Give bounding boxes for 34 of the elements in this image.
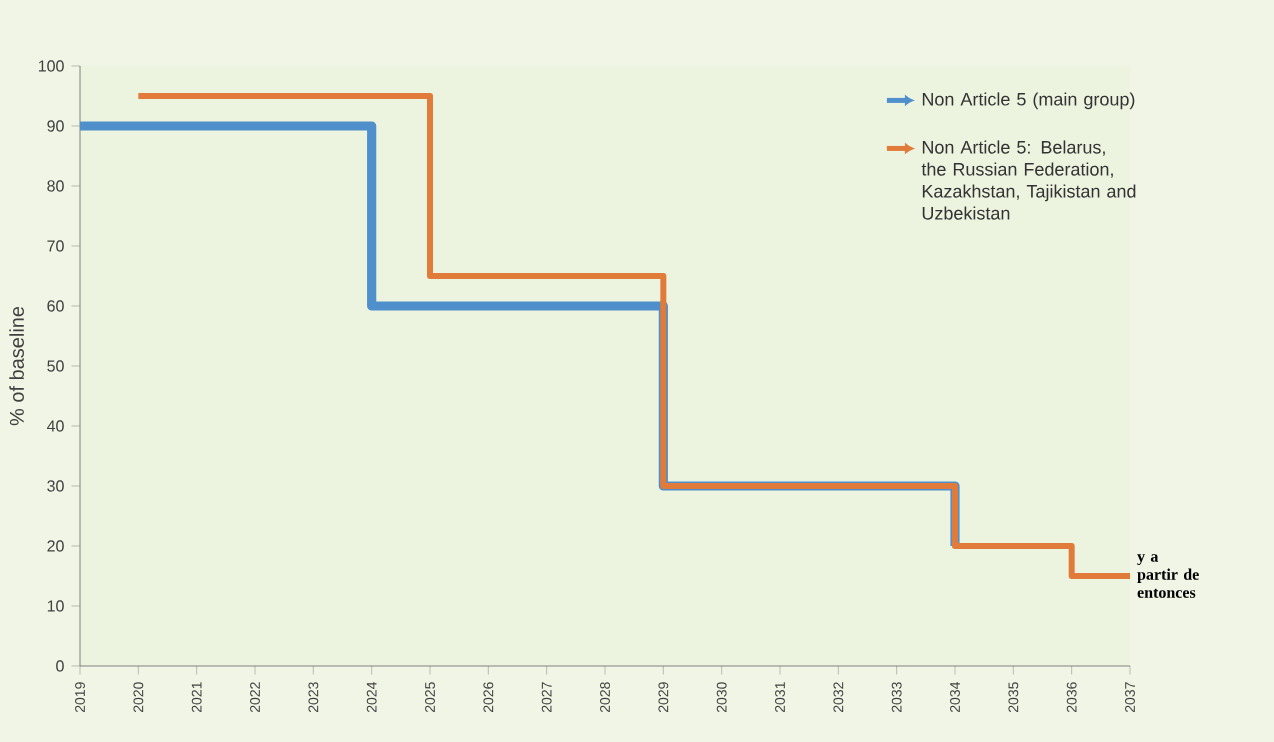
- y-tick-label: 80: [47, 180, 64, 192]
- x-tick-label: 2027: [541, 682, 552, 713]
- y-tick-label: 100: [38, 60, 64, 72]
- x-tick-label: 2035: [1008, 682, 1019, 713]
- x-tick-label: 2023: [308, 682, 319, 713]
- y-tick-label: 50: [47, 360, 64, 372]
- x-tick-label: 2030: [716, 682, 727, 713]
- annotation: y a partir de entonces: [1137, 554, 1199, 598]
- x-tick-label: 2020: [133, 682, 144, 713]
- x-tick-label: 2022: [250, 682, 260, 713]
- x-tick-label: 2019: [75, 682, 85, 713]
- x-tick-label: 2034: [950, 682, 960, 713]
- y-tick-label: 60: [47, 300, 64, 312]
- x-tick-label: 2025: [425, 682, 435, 713]
- x-tick-label: 2032: [833, 682, 844, 713]
- y-tick-label: 10: [47, 600, 64, 612]
- y-axis-title: % of baseline: [9, 306, 24, 426]
- x-tick-label: 2026: [483, 682, 494, 713]
- legend-label: Non Article 5 (main group): [922, 92, 1135, 110]
- y-tick-label: 70: [47, 240, 64, 252]
- y-tick-label: 20: [47, 540, 64, 552]
- legend-label: Non Article 5: Belarus, the Russian Federation, Kazakhstan, Tajikistan and Uzbekistan: [921, 140, 1136, 220]
- x-tick-label: 2036: [1066, 682, 1077, 713]
- x-tick-label: 2021: [191, 682, 202, 713]
- x-tick-label: 2033: [891, 682, 902, 713]
- y-tick-label: 40: [47, 420, 64, 432]
- x-tick-label: 2031: [775, 682, 785, 713]
- y-tick-label: 0: [56, 660, 64, 672]
- x-tick-label: 2037: [1125, 682, 1135, 713]
- y-tick-label: 30: [47, 480, 64, 492]
- y-tick-label: 90: [47, 120, 64, 132]
- x-tick-label: 2024: [366, 682, 377, 713]
- x-tick-label: 2029: [658, 682, 669, 713]
- x-tick-label: 2028: [600, 682, 610, 713]
